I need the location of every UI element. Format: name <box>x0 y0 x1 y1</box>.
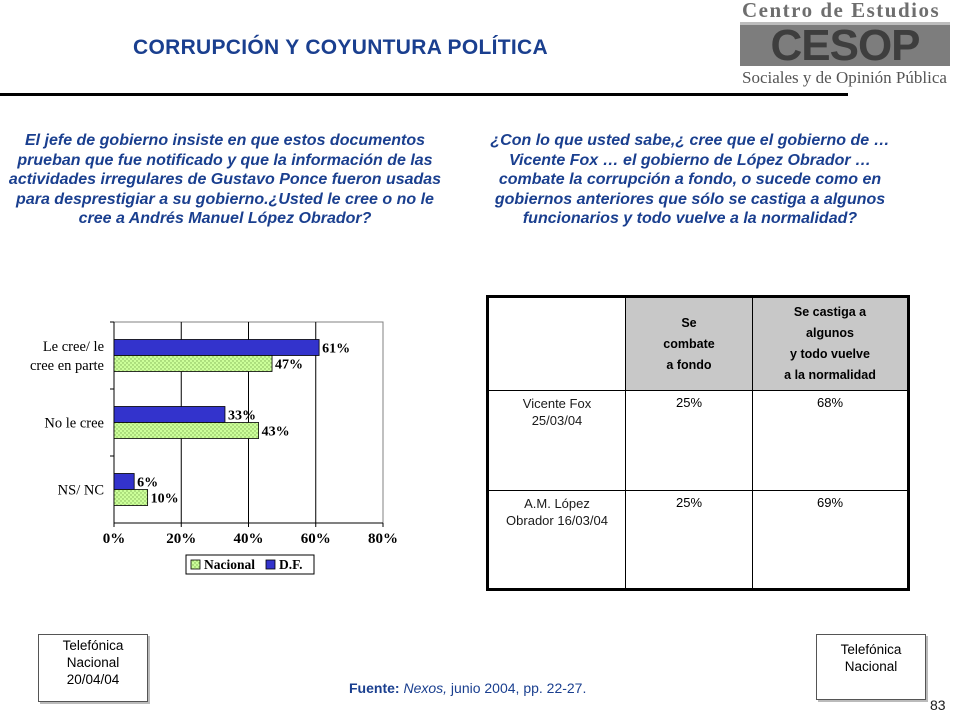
table-cell-castiga: 69% <box>752 490 909 590</box>
data-label: 43% <box>262 425 290 440</box>
question-right: ¿Con lo que usted sabe,¿ cree que el gob… <box>490 132 890 227</box>
legend-label: D.F. <box>279 557 303 572</box>
table-cell-combate: 25% <box>625 490 753 590</box>
header-rule <box>0 93 848 96</box>
source-detail: junio 2004, pp. 22-27. <box>447 680 587 696</box>
cesop-logo: Centro de Estudios CESOP Sociales y de O… <box>738 0 960 96</box>
table-cell-combate: 25% <box>625 390 753 491</box>
bar-chart: 0% 20% 40% 60% 80% Le cree/ le cree en parte 61… <box>0 300 450 590</box>
table-header-line: Se castiga a <box>793 305 867 319</box>
x-tick-label: 20% <box>166 531 196 547</box>
bar-chart-svg: 0% 20% 40% 60% 80% Le cree/ le cree en parte 61… <box>30 321 398 575</box>
y-category-label: No le cree <box>44 416 104 432</box>
logo-line-3: Sociales y de Opinión Pública <box>742 68 947 87</box>
page-title: CORRUPCIÓN Y COYUNTURA POLÍTICA <box>133 36 548 59</box>
legend-swatch <box>265 559 276 570</box>
y-category-label: Le cree/ le <box>43 339 104 355</box>
data-label: 33% <box>228 409 256 424</box>
bar-df <box>113 339 320 356</box>
x-tick-label: 60% <box>301 531 331 547</box>
note-line: 20/04/04 <box>66 672 120 687</box>
x-tick-label: 80% <box>368 531 398 547</box>
table-header-empty <box>487 296 626 391</box>
data-label: 61% <box>322 342 350 357</box>
y-category-label: NS/ NC <box>58 483 104 499</box>
note-line: Telefónica <box>62 638 124 653</box>
table-header-line: combate <box>663 336 715 351</box>
results-table: Se combate a fondo Se castiga a algunos y to… <box>486 295 910 591</box>
note-line: Nacional <box>66 655 120 670</box>
table-header-combate: Se combate a fondo <box>625 296 753 391</box>
bar-df <box>113 473 135 490</box>
question-left: El jefe de gobierno insiste en que estos… <box>8 132 442 227</box>
bar-nacional <box>113 489 149 506</box>
table-row-label-line: 25/03/04 <box>531 413 583 428</box>
table-header-row: Se combate a fondo Se castiga a algunos y to… <box>487 296 909 391</box>
table-row: Vicente Fox 25/03/04 25% 68% <box>487 390 909 491</box>
legend <box>185 554 315 575</box>
y-category-label: cree en parte <box>30 358 104 374</box>
source-citation: Fuente: Nexos, junio 2004, pp. 22-27. <box>349 680 586 696</box>
data-label: 10% <box>151 492 179 507</box>
table-cell-castiga: 68% <box>752 390 909 491</box>
x-tick-label: 40% <box>234 531 264 547</box>
bar-nacional <box>113 355 273 372</box>
table-header-line: algunos <box>806 326 854 340</box>
bar-df <box>113 406 226 423</box>
table-header-line: Se <box>681 315 697 330</box>
table-header-line: y todo vuelve <box>790 347 870 361</box>
table-header-line: a fondo <box>666 357 712 372</box>
logo-line-1: Centro de Estudios <box>742 0 941 22</box>
table-header-line: a la normalidad <box>784 368 876 382</box>
note-line: Nacional <box>844 659 898 674</box>
logo-mark: CESOP <box>740 21 950 66</box>
source-note-right: Telefónica Nacional <box>816 634 926 700</box>
source-note-left: Telefónica Nacional 20/04/04 <box>38 634 148 702</box>
data-label: 47% <box>275 358 303 373</box>
table-header-castiga: Se castiga a algunos y todo vuelve a la nor… <box>752 296 909 391</box>
table-row-label-line: Vicente Fox <box>522 396 592 411</box>
table-row-label: Vicente Fox 25/03/04 <box>487 390 626 491</box>
svg-text:CESOP: CESOP <box>770 21 919 66</box>
page-number: 83 <box>930 697 946 713</box>
note-line: Telefónica <box>840 642 902 657</box>
legend-label: Nacional <box>204 557 255 572</box>
data-label: 6% <box>137 476 158 491</box>
bar-nacional <box>113 422 259 439</box>
table-row-label-line: Obrador 16/03/04 <box>506 513 608 528</box>
legend-swatch <box>190 559 201 570</box>
x-tick-label: 0% <box>103 531 126 547</box>
source-label: Fuente: <box>349 680 400 696</box>
source-publication: Nexos, <box>403 680 448 696</box>
table-row: A.M. López Obrador 16/03/04 25% 69% <box>487 490 909 590</box>
table-row-label-line: A.M. López <box>524 496 590 511</box>
table-row-label: A.M. López Obrador 16/03/04 <box>487 490 626 590</box>
